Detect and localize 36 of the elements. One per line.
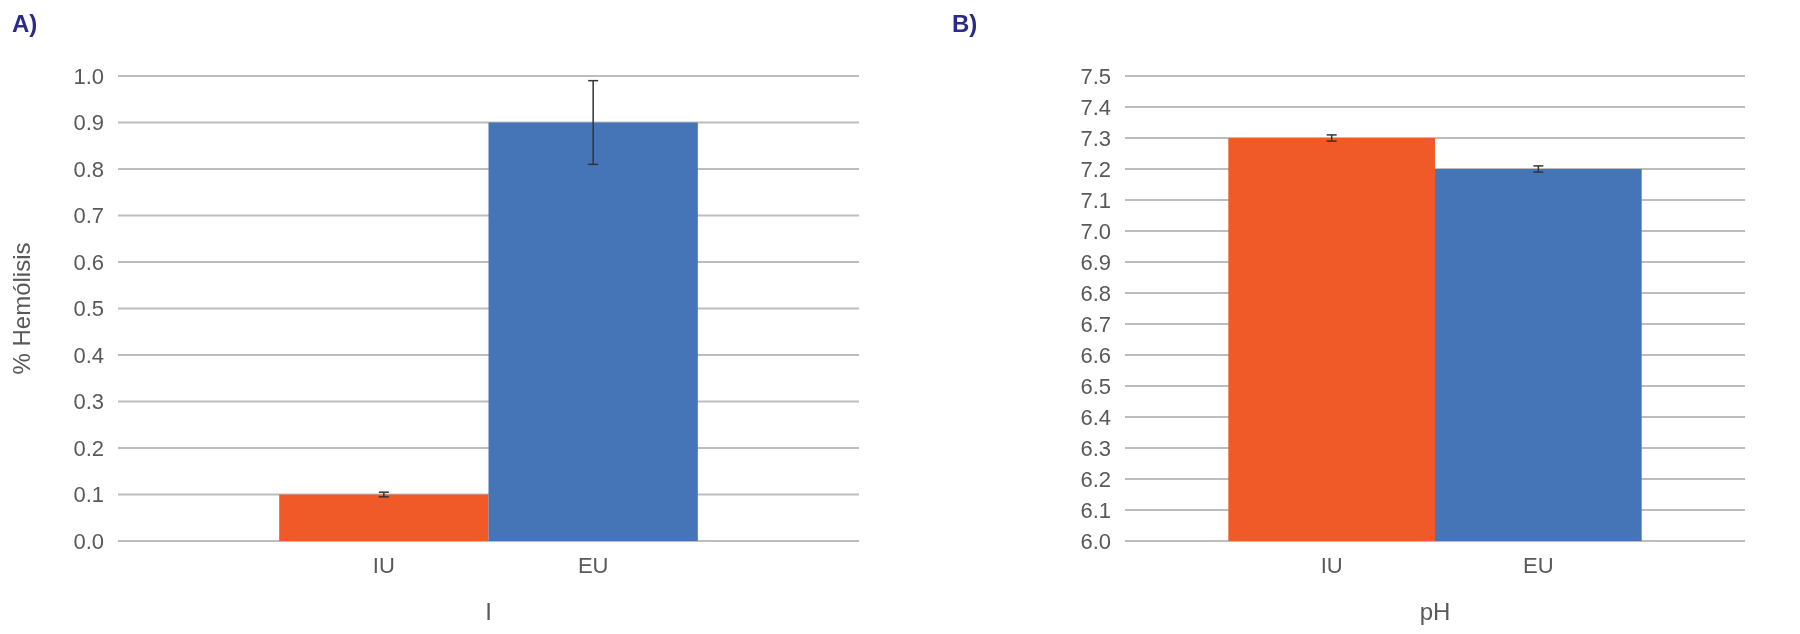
y-tick-label: 7.1 xyxy=(1080,187,1111,213)
y-tick-label: 0.5 xyxy=(73,296,104,322)
y-tick-label: 0.2 xyxy=(73,435,104,461)
y-tick-label: 0.4 xyxy=(73,342,104,368)
y-tick-label: 1.0 xyxy=(73,63,104,89)
y-tick-label: 0.7 xyxy=(73,203,104,229)
y-tick-label: 0.8 xyxy=(73,156,104,182)
y-tick-label: 0.0 xyxy=(73,528,104,554)
y-axis-title: % Hemólisis xyxy=(8,242,35,375)
y-tick-label: 0.3 xyxy=(73,389,104,415)
x-axis-title: I xyxy=(485,598,492,625)
y-tick-label: 6.7 xyxy=(1080,311,1111,337)
y-tick-label: 7.2 xyxy=(1080,156,1111,182)
chart-title: A) xyxy=(12,10,38,37)
y-tick-label: 6.8 xyxy=(1080,280,1111,306)
y-tick-label: 6.1 xyxy=(1080,497,1111,523)
y-tick-label: 7.5 xyxy=(1080,63,1111,89)
x-tick-label: EU xyxy=(577,552,609,578)
y-tick-label: 7.3 xyxy=(1080,125,1111,151)
y-tick-label: 7.0 xyxy=(1080,218,1111,244)
x-tick-label: EU xyxy=(1523,552,1554,578)
y-tick-label: 6.0 xyxy=(1080,528,1111,554)
y-tick-label: 6.3 xyxy=(1080,435,1111,461)
y-tick-label: 0.1 xyxy=(73,482,104,508)
x-axis-title: pH xyxy=(1419,598,1451,625)
y-tick-label: 0.9 xyxy=(73,110,104,136)
y-tick-label: 0.6 xyxy=(73,249,104,275)
x-tick-label: IU xyxy=(1320,552,1343,578)
y-tick-label: 6.4 xyxy=(1080,404,1111,430)
chart-title: B) xyxy=(952,10,978,37)
y-tick-label: 7.4 xyxy=(1080,94,1111,120)
y-tick-label: 6.6 xyxy=(1080,342,1111,368)
y-tick-label: 6.5 xyxy=(1080,373,1111,399)
y-tick-label: 6.9 xyxy=(1080,249,1111,275)
y-tick-label: 6.2 xyxy=(1080,466,1111,492)
x-tick-label: IU xyxy=(372,552,395,578)
